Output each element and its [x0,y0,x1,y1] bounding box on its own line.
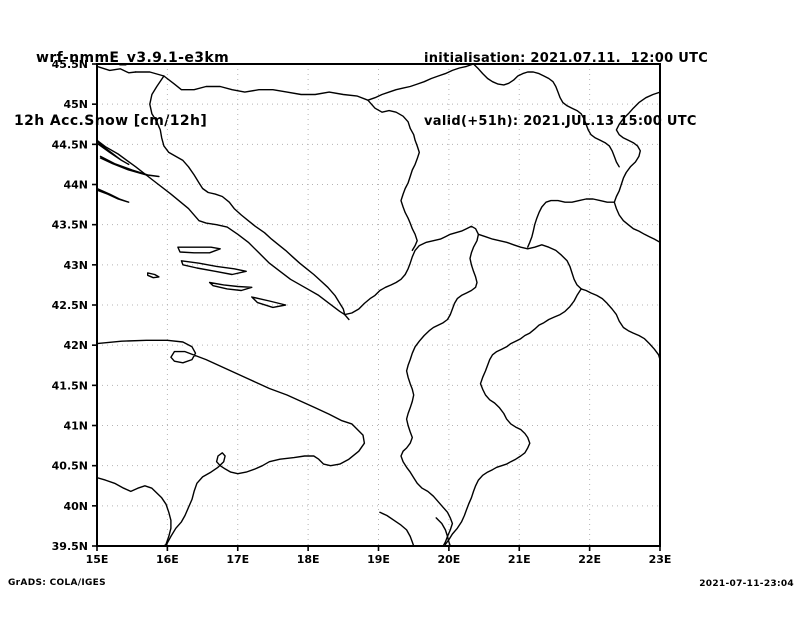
render-timestamp-label: 2021-07-11-23:04 [699,579,794,589]
y-tick-label: 45.5N [52,58,88,71]
y-tick-label: 40N [63,500,88,513]
y-tick-label: 42.5N [52,299,88,312]
x-tick-label: 18E [297,553,320,566]
y-tick-label: 44N [63,179,88,192]
x-tick-label: 23E [649,553,672,566]
y-tick-label: 45N [63,98,88,111]
y-tick-label: 39.5N [52,540,88,553]
y-tick-label: 43.5N [52,219,88,232]
x-axis-labels-group: 15E 16E 17E 18E 19E 20E 21E 22E 23E [86,553,672,566]
x-tick-label: 21E [508,553,531,566]
x-tick-label: 20E [437,553,460,566]
y-tick-label: 41N [63,420,88,433]
header-right-block: initialisation: 2021.07.11. 12:00 UTC va… [424,6,800,174]
map-plot-area: 15E 16E 17E 18E 19E 20E 21E 22E 23E 39.5N 40N 40.5… [52,58,672,566]
country-borders-group [135,64,660,546]
grads-credit-label: GrADS: COLA/IGES [8,578,106,588]
coastlines-group [97,65,451,546]
gridlines-group [97,64,660,546]
x-tick-label: 22E [578,553,601,566]
map-svg: 15E 16E 17E 18E 19E 20E 21E 22E 23E 39.5N 40N 40.5… [52,58,672,566]
y-axis-labels-group: 39.5N 40N 40.5N 41N 41.5N 42N 42.5N 43N 43.5N 44N… [52,58,88,553]
x-tick-label: 16E [156,553,179,566]
model-name-label: wrf-nmmE_v3.9.1-e3km [36,50,230,66]
axis-ticks-group [92,63,661,551]
y-tick-label: 40.5N [52,460,88,473]
valid-time-label: valid(+51h): 2021.JUL.13 15:00 UTC [424,114,697,129]
x-tick-label: 19E [367,553,390,566]
initialisation-label: initialisation: 2021.07.11. 12:00 UTC [424,51,709,66]
y-tick-label: 42N [63,339,88,352]
y-tick-label: 43N [63,259,88,272]
field-name-label: 12h Acc.Snow [cm/12h] [14,113,208,129]
x-tick-label: 15E [86,553,109,566]
y-tick-label: 41.5N [52,379,88,392]
y-tick-label: 44.5N [52,138,88,151]
x-tick-label: 17E [226,553,249,566]
header-left-block: wrf-nmmE_v3.9.1-e3km 12h Acc.Snow [cm/12… [14,6,394,174]
